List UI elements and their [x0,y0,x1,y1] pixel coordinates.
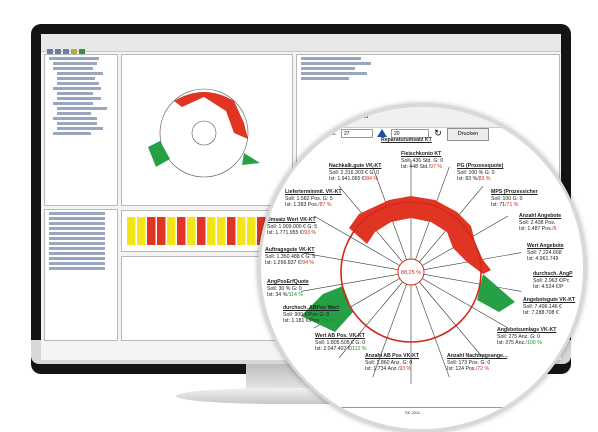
status-bar [187,217,196,245]
label-angposerfquote: AngPosErfQuote Soll: 30 % G: 0 Ist: 34 %/1… [267,279,309,299]
list-panel[interactable] [44,209,118,341]
footer-text: SK 2011 [405,410,421,415]
radar-green-area-left [301,286,353,332]
status-bar [227,217,236,245]
label-nachkalk: Nachkalk.gute VK-KT Soll: 2.316.303 € G: … [329,163,382,183]
label-liefertermin: Lieferterminmit. VK-KT Soll: 1.582 Pos. G… [285,189,342,209]
filter-icon[interactable] [79,49,85,54]
toolbar [41,41,561,54]
radar-spoke [313,215,400,266]
radar-green-area-right [477,274,515,312]
label-angebotsgute: Angebotsgute VK-KT Soll: 7.496.146 € Ist: … [523,297,576,317]
label-fleischkonto: Fleischkonto KT Soll: 436 Std. G: 0 Ist: 4… [401,151,444,171]
radar-spoke [300,252,399,270]
radar-spoke [423,274,522,292]
status-bar [217,217,226,245]
label-anzahl-angebote: Anzahl Angebote Soll: 2.438 Pos. Ist: 1.48… [519,213,562,233]
label-wert-abpos: Wert AB Pos. VK-KT Soll: 1.805.505 € G: 0… [315,333,367,353]
tab-verkauf[interactable]: Verkauf [347,114,369,120]
zoom-toolbar [261,107,583,128]
status-bar [237,217,246,245]
status-bar [127,217,136,245]
folder-icon[interactable] [47,49,53,54]
center-value: 88,25 % [401,270,421,276]
chart-icon[interactable] [71,49,77,54]
label-mps: MPS (Prozessicher Soll: 100 G: 0 Ist: 71/7… [491,189,538,209]
status-bar [197,217,206,245]
radar-red-area [349,196,491,274]
label-auftragsgute: Auftragsgute VK-KT Soll: 1.350.488 € G: 5… [265,247,316,267]
label-durchsch-abpos: durchsch. ABPos Wert Soll: 900 €/Pos G: 0… [283,305,339,325]
radar-spoke [300,274,399,292]
label-anzahl-abpos: Anzahl AB Pos VK-KT Soll: 1.860 Anz. G: 0… [365,353,419,373]
tree-panel[interactable] [44,54,118,206]
footer-line [321,407,521,408]
center-circle [397,258,425,286]
radar-spoke [338,281,403,358]
radar-spoke [419,281,484,358]
radar-spoke [415,284,450,378]
gruppe-label: Gruppe: [315,131,337,137]
radar-chart: 88,25 % [300,160,522,384]
status-bar [177,217,186,245]
status-bar [207,217,216,245]
target-circle [340,201,482,343]
refresh-icon[interactable]: ↻ [434,128,442,138]
radar-spoke [372,284,407,378]
status-bar [137,217,146,245]
save-icon[interactable] [55,49,61,54]
small-radar-chart [148,88,260,178]
print-icon[interactable] [63,49,69,54]
print-button[interactable]: Drucken [447,128,489,141]
label-reparaturumsatz: Reparaturumsatz KT [381,137,432,143]
status-bar [147,217,156,245]
label-pg: PG (Prozessquote) Soll: 100 % G: 0 Ist: 83… [457,163,504,183]
status-bar [247,217,256,245]
gruppe-to-input[interactable]: 20 [391,129,429,138]
radar-panel [121,54,293,206]
arrow-up-icon[interactable] [377,129,387,137]
label-anzahl-nachtrag: Anzahl Nachtragsange... Soll: 173 Pos. G:… [447,353,508,373]
label-wert-angebote: Wert Angebote Soll: 7.224.668 Ist: 4.961.7… [527,243,564,263]
status-bar [167,217,176,245]
gruppe-input[interactable]: 27 [341,129,373,138]
radar-spoke [422,278,509,329]
zoom-lens: Verkauf Gruppe: 27 20 ↻ Drucken 88,25 % … [258,104,586,432]
label-durchsch-angp: durchsch. AngP Soll: 2.963 €/Pc Ist: 4.524… [533,271,573,291]
status-bar [157,217,166,245]
